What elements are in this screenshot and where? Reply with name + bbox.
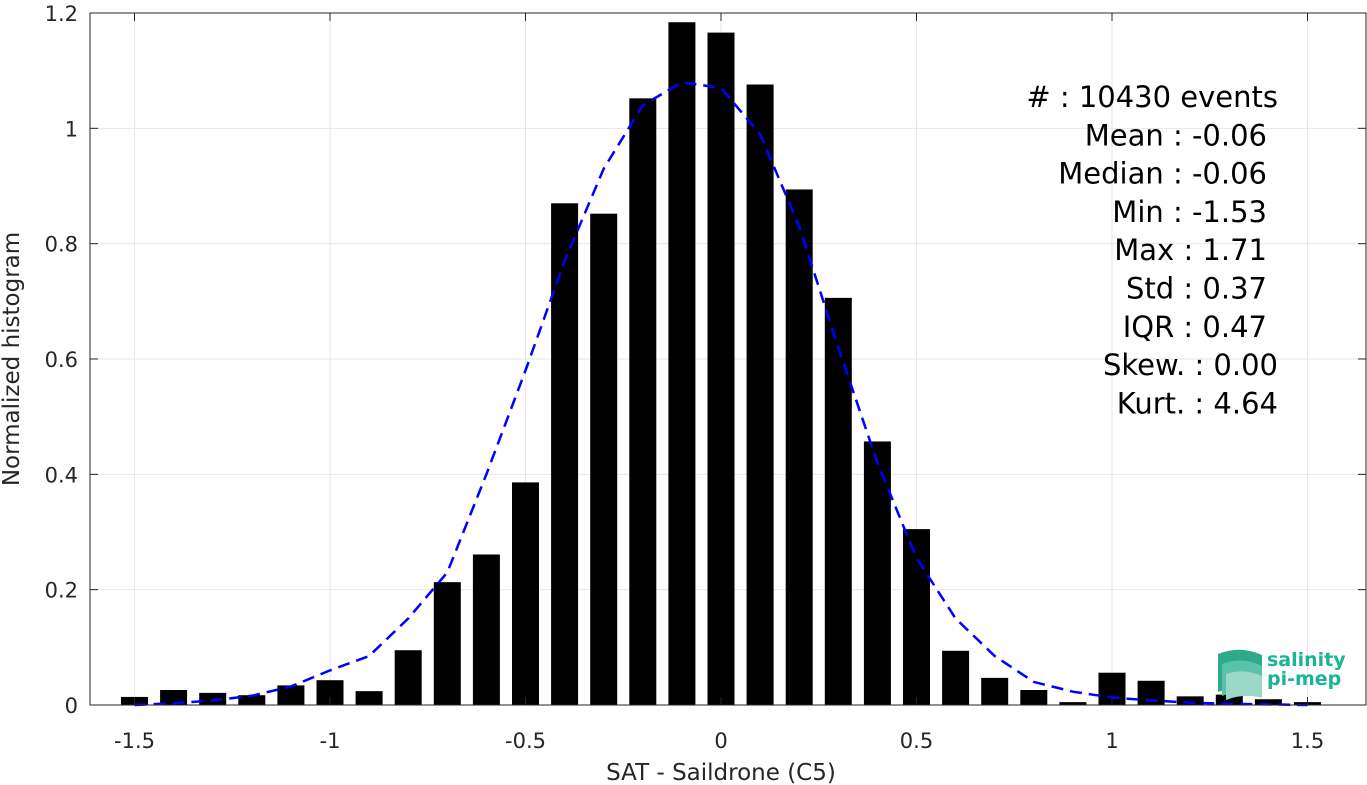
statistics-box: # : 10430 events Mean : -0.06 Median : -0.…: [1026, 80, 1278, 420]
y-tick-label: 0.6: [45, 348, 78, 372]
histogram-bar: [863, 441, 891, 705]
x-tick-label: -1: [320, 729, 341, 753]
y-axis-label: Normalized histogram: [0, 232, 25, 486]
stat-line: Std : 0.37: [1126, 272, 1267, 306]
y-tick-label: 0.2: [45, 579, 78, 603]
histogram-bar: [277, 685, 305, 705]
x-tick-label: 0: [714, 729, 727, 753]
histogram-bar: [1254, 699, 1282, 705]
histogram-bar: [942, 650, 970, 705]
y-tick-label: 0.8: [45, 233, 78, 257]
histogram-bar: [981, 677, 1009, 705]
histogram-bar: [590, 213, 618, 705]
stat-line: Mean : -0.06: [1085, 118, 1267, 152]
stat-line: Min : -1.53: [1112, 195, 1267, 229]
histogram-bar: [199, 692, 227, 705]
histogram-bar: [512, 482, 539, 705]
histogram-bar: [433, 582, 461, 705]
stat-line: Max : 1.71: [1114, 233, 1267, 267]
logo-text-line2: pi-mep: [1267, 668, 1341, 690]
histogram-bar: [785, 189, 813, 705]
stat-line: Skew. : 0.00: [1103, 348, 1278, 382]
x-tick-label: 0.5: [900, 729, 933, 753]
stat-line: Median : -0.06: [1058, 157, 1267, 191]
axis-ticks: [90, 12, 1366, 706]
stat-line: # : 10430 events: [1026, 80, 1278, 114]
stat-line: IQR : 0.47: [1123, 310, 1267, 344]
histogram-bar: [903, 529, 930, 705]
histogram-bar: [394, 650, 422, 705]
y-tick-label: 1: [65, 117, 78, 141]
histogram-bar: [355, 691, 383, 705]
x-tick-label: 1.5: [1291, 729, 1324, 753]
histogram-bar: [1215, 694, 1243, 705]
x-tick-labels: -1.5 -1 -0.5 0 0.5 1 1.5: [114, 729, 1324, 753]
histogram-bar: [1176, 696, 1204, 705]
y-tick-label: 0: [65, 694, 78, 718]
gaussian-fit-curve: [134, 80, 1308, 707]
histogram-bar: [238, 695, 266, 705]
y-tick-label: 1.2: [45, 2, 78, 26]
histogram-bar: [707, 32, 735, 705]
histogram-bar: [551, 203, 579, 706]
histogram-bar: [629, 98, 657, 705]
wave-logo-icon: [1218, 649, 1262, 700]
histogram-bars: [121, 22, 1321, 706]
x-tick-label: -0.5: [505, 729, 546, 753]
histogram-bar: [1059, 702, 1087, 705]
histogram-bar: [472, 554, 500, 705]
x-tick-label: -1.5: [114, 729, 155, 753]
histogram-bar: [1020, 690, 1048, 705]
x-axis-label: SAT - Saildrone (C5): [606, 760, 836, 785]
histogram-bar: [824, 297, 852, 705]
logo-text-line1: salinity: [1267, 649, 1346, 671]
histogram-bar: [746, 84, 774, 706]
salinity-pi-mep-logo: salinity pi-mep: [1218, 649, 1346, 700]
y-tick-labels: 0 0.2 0.4 0.6 0.8 1 1.2: [45, 2, 78, 718]
stat-line: Kurt. : 4.64: [1117, 386, 1278, 420]
histogram-bar: [668, 22, 696, 705]
x-tick-label: 1: [1105, 729, 1118, 753]
histogram-bar: [160, 690, 188, 705]
y-tick-label: 0.4: [45, 463, 78, 487]
